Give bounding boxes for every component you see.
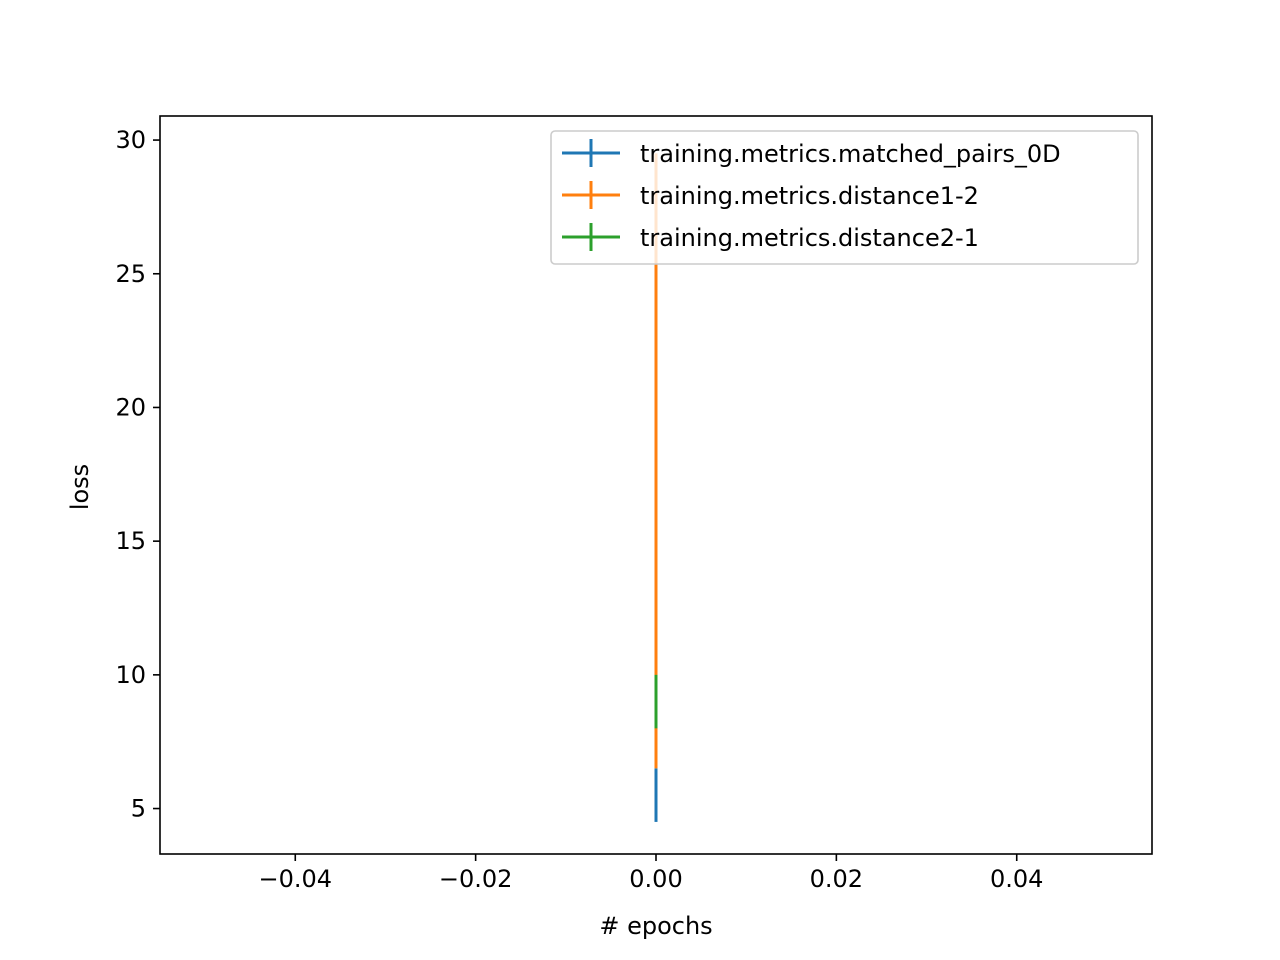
legend-label: training.metrics.distance2-1 bbox=[640, 224, 979, 252]
y-tick-label: 25 bbox=[115, 260, 146, 288]
x-axis-label: # epochs bbox=[599, 912, 712, 940]
x-tick-label: −0.04 bbox=[258, 865, 332, 893]
legend: training.metrics.matched_pairs_0Dtrainin… bbox=[550, 130, 1139, 265]
legend-box bbox=[550, 130, 1139, 265]
data-point-2 bbox=[654, 700, 658, 704]
x-tick-label: 0.04 bbox=[990, 865, 1043, 893]
y-tick-label: 30 bbox=[115, 126, 146, 154]
data-point-1 bbox=[654, 459, 658, 463]
x-axis-ticks: −0.04 −0.02 0.00 0.02 0.04 bbox=[258, 854, 1043, 893]
legend-entries: training.metrics.matched_pairs_0Dtrainin… bbox=[562, 139, 1061, 252]
y-tick-label: 5 bbox=[131, 795, 146, 823]
y-axis-ticks: 5 10 15 20 25 30 bbox=[115, 126, 160, 823]
y-axis-label: loss bbox=[66, 464, 94, 510]
y-tick-label: 10 bbox=[115, 661, 146, 689]
data-point-0 bbox=[654, 793, 658, 797]
legend-label: training.metrics.matched_pairs_0D bbox=[640, 140, 1061, 168]
x-tick-label: 0.02 bbox=[810, 865, 863, 893]
legend-label: training.metrics.distance1-2 bbox=[640, 182, 979, 210]
y-tick-label: 15 bbox=[115, 527, 146, 555]
x-tick-label: 0.00 bbox=[629, 865, 682, 893]
y-tick-label: 20 bbox=[115, 393, 146, 421]
x-tick-label: −0.02 bbox=[439, 865, 513, 893]
